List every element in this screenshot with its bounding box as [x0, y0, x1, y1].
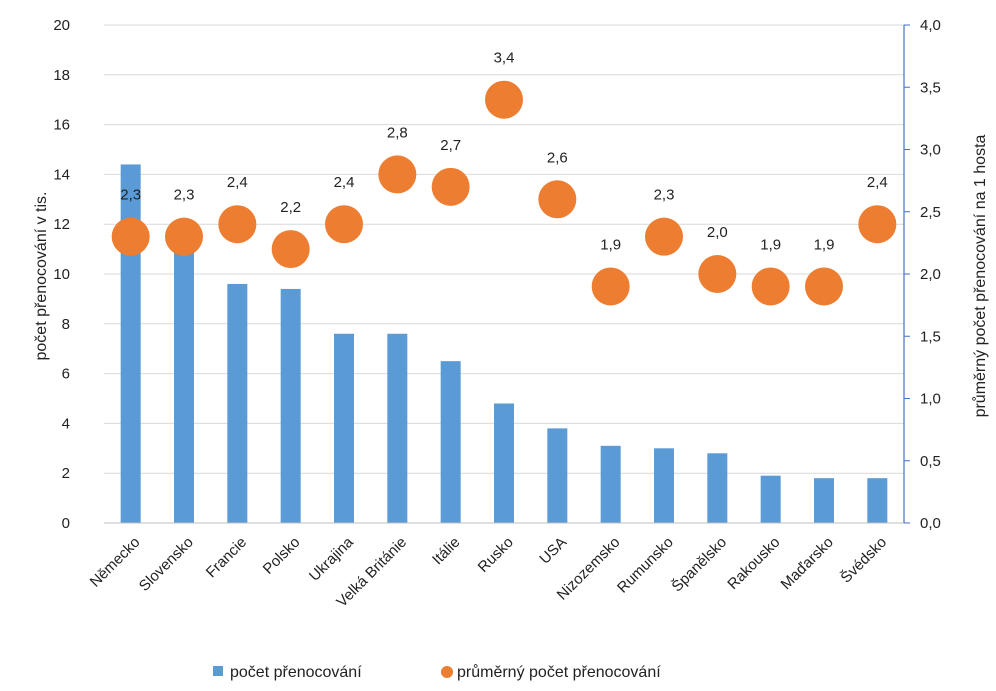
- scatter-point: [431, 167, 470, 206]
- data-label: 2,4: [227, 174, 248, 191]
- y-tick-label: 10: [53, 266, 70, 283]
- x-tick-label: Itálie: [429, 534, 463, 568]
- bar: [174, 246, 194, 524]
- x-tick-label: USA: [536, 534, 570, 568]
- legend-dot-swatch: [441, 666, 453, 678]
- y2-tick-label: 0,0: [920, 515, 941, 532]
- data-label: 2,3: [120, 187, 141, 204]
- x-tick-label: Polsko: [260, 534, 304, 578]
- data-label: 2,7: [440, 137, 461, 154]
- data-label: 1,9: [814, 236, 835, 253]
- scatter-point: [325, 205, 363, 244]
- y2-tick-label: 3,5: [920, 79, 941, 96]
- y-tick-label: 12: [53, 216, 70, 233]
- bar: [334, 333, 354, 523]
- legend: počet přenocování průměrný počet přenoco…: [213, 663, 661, 681]
- scatter-point: [591, 267, 630, 306]
- y-tick-label: 0: [62, 515, 70, 532]
- scatter-point: [645, 217, 683, 256]
- y2-tick-label: 3,0: [920, 142, 941, 159]
- scatter-point: [698, 255, 737, 293]
- data-label: 1,9: [600, 236, 621, 253]
- data-label: 2,0: [707, 224, 728, 241]
- x-tick-label: Maďarsko: [778, 534, 837, 593]
- data-label: 2,4: [867, 174, 888, 191]
- bar: [227, 283, 248, 523]
- scatter-series: [111, 80, 897, 306]
- right-axis-ticks: 0,0 0,5 1,0 1,5 2,0 2,5 3,0 3,5 4,0: [904, 17, 941, 532]
- data-label: 1,9: [760, 236, 781, 253]
- scatter-point: [218, 205, 257, 244]
- data-label: 2,3: [654, 187, 675, 204]
- x-tick-label: Rumunsko: [614, 534, 677, 597]
- scatter-point: [751, 267, 790, 306]
- y2-tick-label: 2,0: [920, 266, 941, 283]
- x-tick-label: Francie: [203, 534, 250, 581]
- scatter-point: [378, 155, 417, 194]
- x-tick-label: Slovensko: [136, 534, 197, 595]
- y-tick-label: 20: [53, 17, 70, 34]
- y-tick-label: 4: [62, 415, 70, 432]
- x-tick-label: Švédsko: [837, 534, 890, 587]
- y-tick-label: 6: [62, 366, 70, 383]
- data-label: 3,4: [494, 50, 515, 67]
- y-tick-label: 14: [53, 166, 70, 183]
- legend-bar-swatch: [213, 666, 223, 676]
- left-axis-title: počet přenocování v tis.: [33, 192, 50, 361]
- y2-tick-label: 2,5: [920, 204, 941, 221]
- right-axis-title: průměrný počet přenocování na 1 hosta: [971, 134, 989, 417]
- data-label: 2,4: [334, 174, 355, 191]
- x-tick-label: Španělsko: [669, 534, 731, 596]
- data-label: 2,8: [387, 124, 408, 141]
- bar: [440, 361, 461, 523]
- y2-tick-label: 0,5: [920, 453, 941, 470]
- data-labels: 2,3 2,3 2,4 2,2 2,4 2,8 2,7 3,4 2,6 1,9 2,3 2,0 1,9 1…: [120, 50, 888, 254]
- y-tick-label: 16: [53, 117, 70, 134]
- legend-bar-label: počet přenocování: [230, 664, 362, 681]
- data-label: 2,2: [280, 199, 301, 216]
- scatter-point: [271, 230, 310, 269]
- y2-tick-label: 1,5: [920, 328, 941, 345]
- bar: [814, 478, 834, 523]
- scatter-point: [165, 217, 203, 256]
- scatter-point: [858, 205, 897, 244]
- y-tick-label: 8: [62, 316, 70, 333]
- y2-tick-label: 1,0: [920, 391, 941, 408]
- bar: [654, 448, 674, 523]
- bar: [280, 288, 301, 523]
- scatter-point: [485, 80, 523, 119]
- x-tick-label: Německo: [87, 534, 144, 591]
- bar: [600, 445, 621, 523]
- y2-tick-label: 4,0: [920, 17, 941, 34]
- legend-dot-label: průměrný počet přenocování: [457, 663, 661, 681]
- left-axis-ticks: 0 2 4 6 8 10 12 14 16 18 20: [53, 17, 70, 532]
- x-tick-label: Rakousko: [724, 534, 783, 593]
- data-label: 2,6: [547, 149, 568, 166]
- bar: [494, 403, 514, 523]
- scatter-point: [111, 217, 150, 256]
- y-tick-label: 2: [62, 465, 70, 482]
- bar: [547, 428, 568, 523]
- x-tick-label: Ukrajina: [306, 533, 357, 584]
- scatter-point: [538, 180, 577, 219]
- scatter-point: [805, 267, 843, 306]
- bar-series: [120, 164, 888, 524]
- bar: [867, 478, 888, 523]
- bar: [760, 475, 781, 523]
- bar: [387, 333, 408, 523]
- bar: [707, 453, 728, 523]
- y-tick-label: 18: [53, 67, 70, 84]
- x-tick-label: Rusko: [475, 534, 517, 576]
- data-label: 2,3: [174, 187, 195, 204]
